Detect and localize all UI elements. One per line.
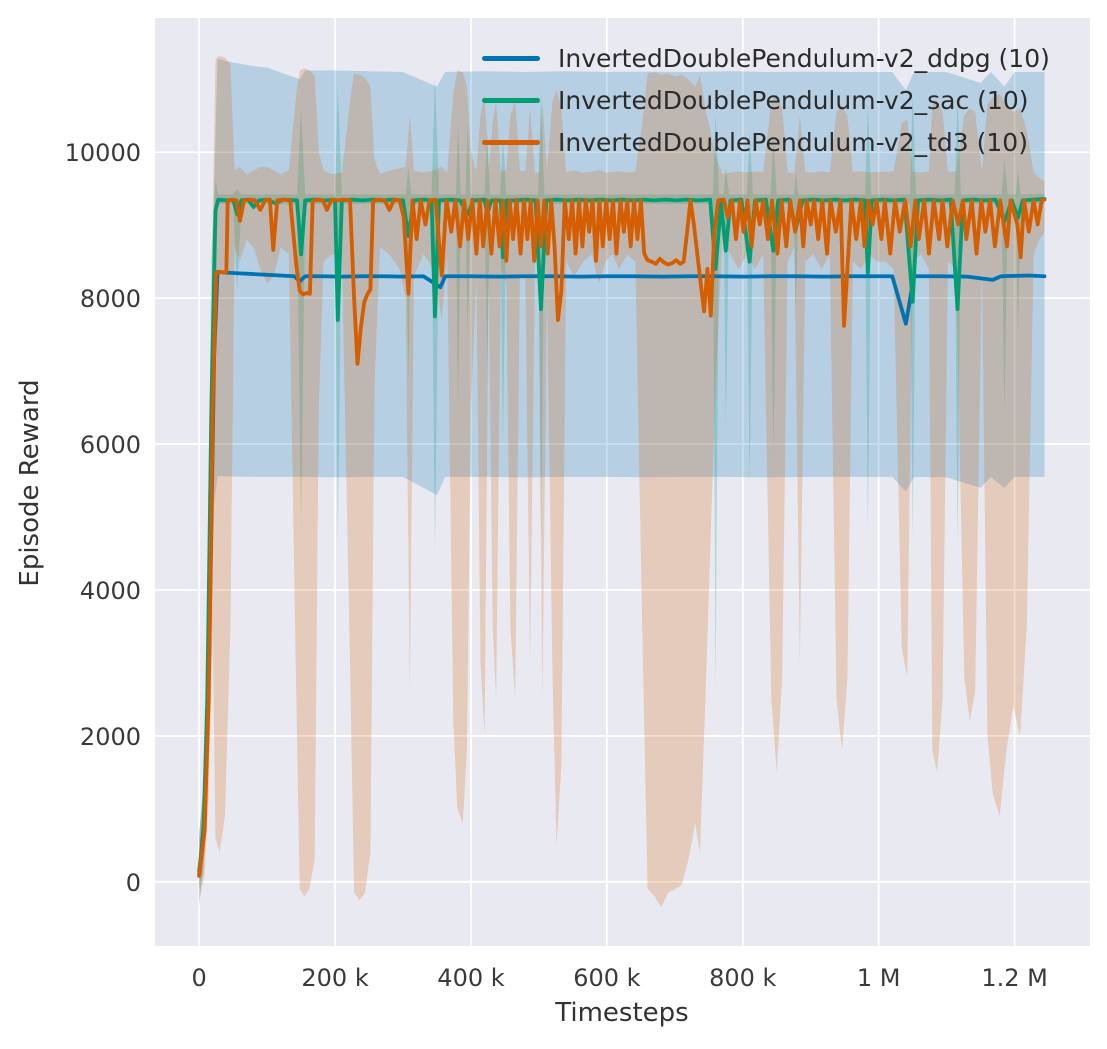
legend-item-2: InvertedDoublePendulum-v2_td3 (10) xyxy=(482,121,1050,163)
y-tick-label: 0 xyxy=(126,869,141,897)
legend-swatch-icon xyxy=(482,55,540,61)
legend-swatch-icon xyxy=(482,139,540,145)
legend-label: InvertedDoublePendulum-v2_td3 (10) xyxy=(558,127,1028,157)
x-axis-label: Timesteps xyxy=(555,998,689,1028)
x-tick-label: 0 xyxy=(192,964,207,992)
y-tick-label: 4000 xyxy=(80,577,141,605)
y-tick-label: 2000 xyxy=(80,723,141,751)
x-tick-label: 800 k xyxy=(709,964,776,992)
y-tick-label: 10000 xyxy=(65,139,141,167)
x-tick-label: 1 M xyxy=(857,964,901,992)
line-series-0 xyxy=(197,269,1047,877)
legend: InvertedDoublePendulum-v2_ddpg (10) Inver… xyxy=(482,37,1050,163)
y-axis-label: Episode Reward xyxy=(15,379,45,587)
x-tick-label: 400 k xyxy=(437,964,504,992)
plot-background xyxy=(155,18,1090,946)
x-tick-label: 200 k xyxy=(301,964,368,992)
legend-swatch-icon xyxy=(482,97,540,103)
legend-label: InvertedDoublePendulum-v2_sac (10) xyxy=(558,85,1029,115)
x-tick-label: 1.2 M xyxy=(981,964,1048,992)
y-tick-label: 8000 xyxy=(80,285,141,313)
x-tick-label: 600 k xyxy=(573,964,640,992)
legend-label: InvertedDoublePendulum-v2_ddpg (10) xyxy=(558,43,1050,73)
legend-item-1: InvertedDoublePendulum-v2_sac (10) xyxy=(482,79,1050,121)
legend-item-0: InvertedDoublePendulum-v2_ddpg (10) xyxy=(482,37,1050,79)
y-tick-label: 6000 xyxy=(80,431,141,459)
line-series-2 xyxy=(197,197,1047,878)
